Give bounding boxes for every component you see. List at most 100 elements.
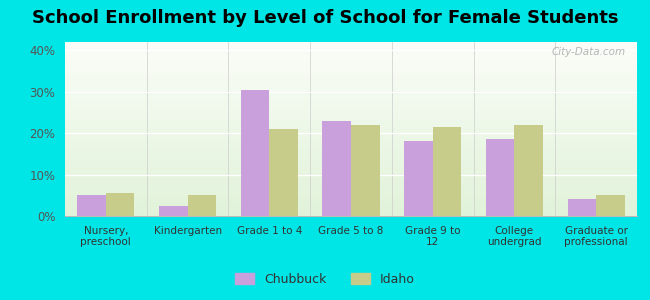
- Bar: [65, 84, 637, 86]
- Bar: [65, 126, 637, 128]
- Bar: [65, 73, 637, 74]
- Bar: [65, 200, 637, 202]
- Bar: [65, 103, 637, 104]
- Bar: [65, 204, 637, 206]
- Bar: [65, 82, 637, 84]
- Bar: [65, 151, 637, 152]
- Bar: [65, 97, 637, 98]
- Bar: [65, 98, 637, 100]
- Bar: [65, 100, 637, 101]
- Bar: [65, 88, 637, 90]
- Bar: [65, 152, 637, 154]
- Bar: [404, 141, 433, 216]
- Legend: Chubbuck, Idaho: Chubbuck, Idaho: [230, 268, 420, 291]
- Bar: [65, 210, 637, 211]
- Bar: [65, 112, 637, 113]
- Bar: [567, 200, 596, 216]
- Bar: [65, 117, 637, 119]
- Bar: [65, 42, 637, 44]
- Bar: [65, 106, 637, 107]
- Bar: [65, 176, 637, 177]
- Bar: [65, 44, 637, 45]
- Bar: [65, 115, 637, 116]
- Bar: [65, 104, 637, 106]
- Bar: [65, 123, 637, 124]
- Bar: [65, 93, 637, 94]
- Bar: [65, 119, 637, 120]
- Bar: [65, 169, 637, 171]
- Bar: [596, 195, 625, 216]
- Bar: [65, 158, 637, 159]
- Bar: [65, 130, 637, 132]
- Bar: [65, 167, 637, 168]
- Bar: [65, 206, 637, 207]
- Bar: [65, 148, 637, 149]
- Bar: [65, 174, 637, 176]
- Bar: [65, 177, 637, 178]
- Bar: [65, 154, 637, 155]
- Bar: [65, 80, 637, 81]
- Bar: [65, 71, 637, 72]
- Bar: [65, 85, 637, 87]
- Bar: [486, 140, 514, 216]
- Bar: [65, 75, 637, 77]
- Bar: [65, 138, 637, 139]
- Bar: [65, 65, 637, 67]
- Bar: [65, 146, 637, 148]
- Bar: [65, 120, 637, 122]
- Bar: [65, 52, 637, 54]
- Bar: [65, 135, 637, 136]
- Bar: [65, 62, 637, 64]
- Bar: [65, 91, 637, 93]
- Bar: [65, 45, 637, 46]
- Bar: [65, 209, 637, 210]
- Bar: [65, 70, 637, 71]
- Bar: [65, 122, 637, 123]
- Bar: [65, 58, 637, 59]
- Bar: [65, 161, 637, 162]
- Bar: [106, 193, 135, 216]
- Bar: [65, 168, 637, 170]
- Bar: [514, 125, 543, 216]
- Bar: [65, 128, 637, 129]
- Bar: [65, 87, 637, 88]
- Bar: [65, 51, 637, 52]
- Bar: [65, 116, 637, 117]
- Bar: [65, 54, 637, 55]
- Bar: [65, 190, 637, 191]
- Bar: [65, 110, 637, 112]
- Bar: [65, 196, 637, 197]
- Bar: [433, 127, 462, 216]
- Bar: [159, 206, 188, 216]
- Bar: [65, 125, 637, 126]
- Bar: [65, 178, 637, 180]
- Bar: [65, 188, 637, 190]
- Bar: [65, 194, 637, 196]
- Bar: [65, 49, 637, 51]
- Bar: [65, 109, 637, 110]
- Bar: [351, 125, 380, 216]
- Bar: [65, 185, 637, 187]
- Bar: [65, 81, 637, 82]
- Bar: [65, 165, 637, 167]
- Bar: [65, 136, 637, 138]
- Bar: [65, 203, 637, 204]
- Bar: [65, 202, 637, 203]
- Bar: [65, 101, 637, 103]
- Bar: [188, 195, 216, 216]
- Text: School Enrollment by Level of School for Female Students: School Enrollment by Level of School for…: [32, 9, 618, 27]
- Bar: [65, 187, 637, 188]
- Bar: [65, 171, 637, 172]
- Bar: [65, 183, 637, 184]
- Bar: [65, 197, 637, 199]
- Bar: [65, 96, 637, 97]
- Bar: [65, 199, 637, 200]
- Bar: [77, 195, 106, 216]
- Bar: [65, 61, 637, 62]
- Bar: [65, 74, 637, 75]
- Bar: [65, 113, 637, 115]
- Text: City-Data.com: City-Data.com: [551, 47, 625, 57]
- Bar: [65, 139, 637, 141]
- Bar: [65, 107, 637, 109]
- Bar: [65, 157, 637, 158]
